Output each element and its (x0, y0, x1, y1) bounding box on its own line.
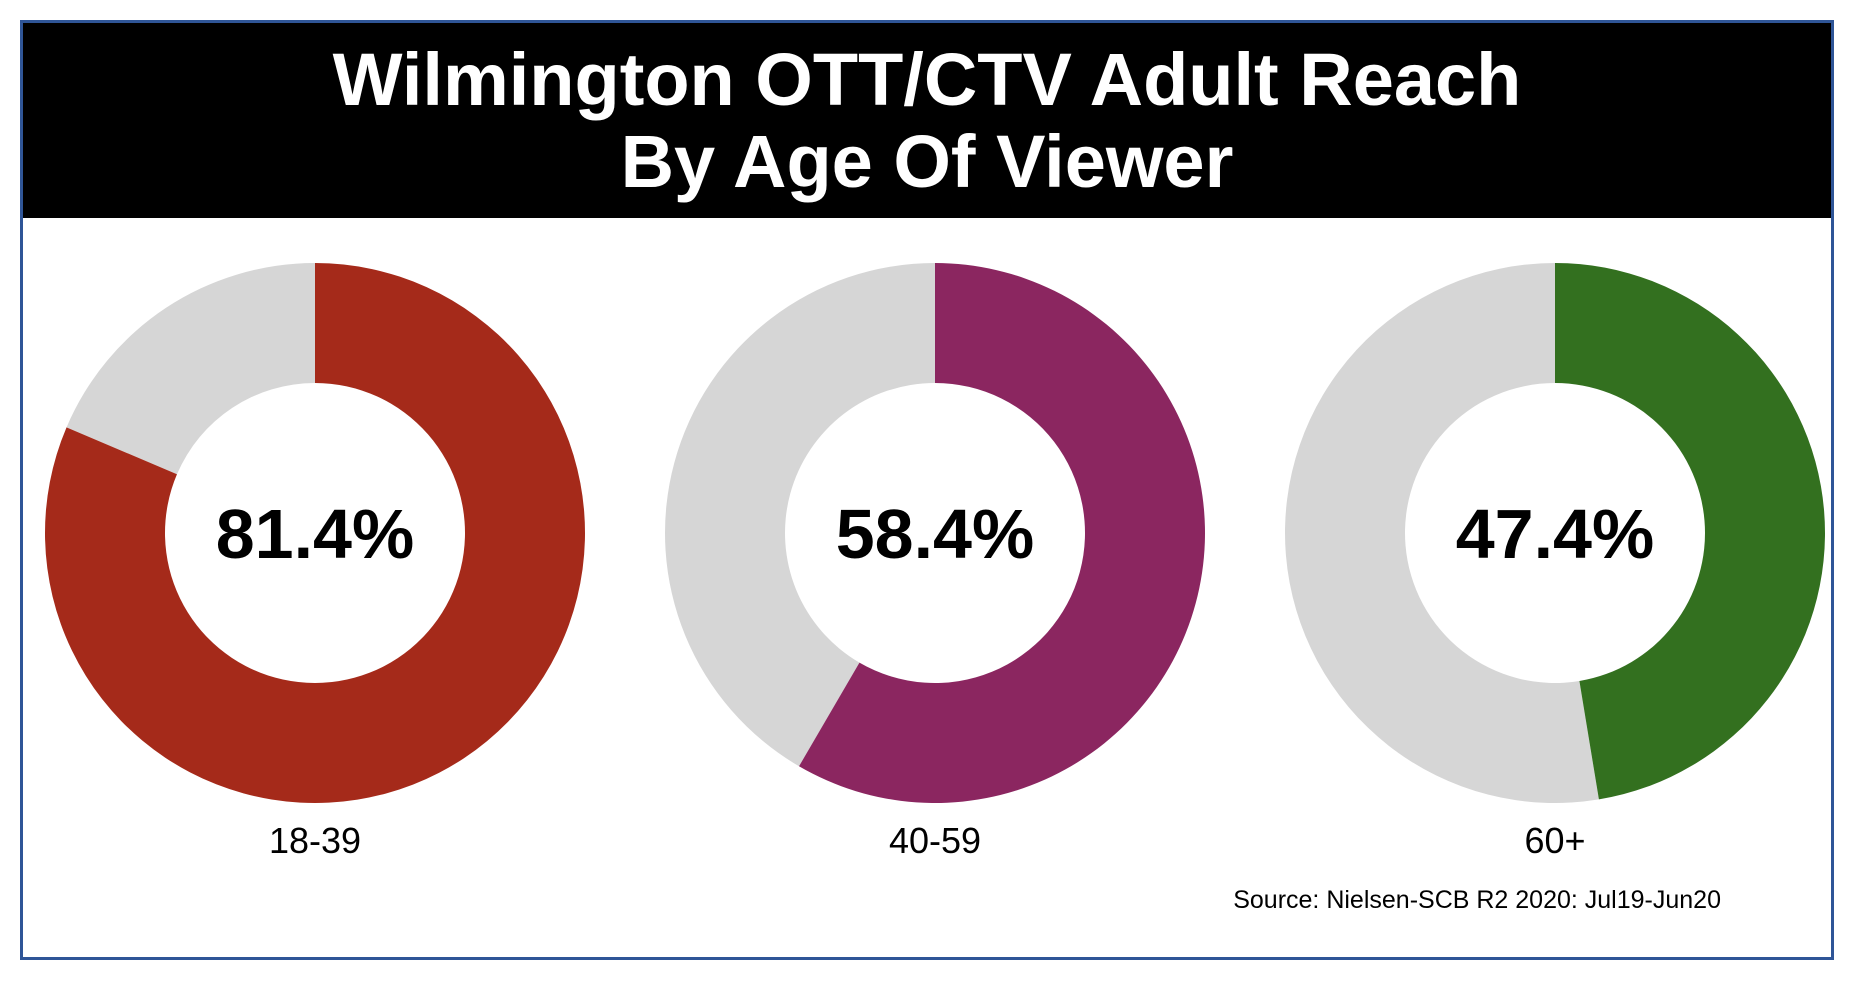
donut-40-59: 58.4% 40-59 (664, 263, 1205, 861)
donut-value-label: 58.4% (836, 495, 1034, 573)
chart-title-line-1: Wilmington OTT/CTV Adult Reach (332, 37, 1522, 121)
donut-category-label: 18-39 (269, 820, 361, 861)
donut-remainder-slice (664, 263, 935, 767)
title-bar: Wilmington OTT/CTV Adult Reach By Age Of… (23, 23, 1831, 218)
donut-60+: 47.4% 60+ (1284, 263, 1825, 861)
donut-category-label: 60+ (1524, 820, 1585, 861)
donut-value-slice (44, 263, 586, 804)
chart-frame: Wilmington OTT/CTV Adult Reach By Age Of… (20, 20, 1834, 960)
chart-title-line-2: By Age Of Viewer (620, 119, 1234, 203)
donut-18-39: 81.4% 18-39 (44, 263, 586, 861)
donut-remainder-slice (1284, 263, 1599, 804)
donut-value-slice (799, 263, 1205, 804)
donut-value-label: 47.4% (1456, 495, 1654, 573)
source-note: Source: Nielsen-SCB R2 2020: Jul19-Jun20 (1233, 886, 1721, 914)
donut-value-slice (1555, 263, 1825, 800)
donut-category-label: 40-59 (889, 820, 981, 861)
donut-remainder-slice (66, 263, 315, 475)
donut-value-label: 81.4% (216, 495, 414, 573)
